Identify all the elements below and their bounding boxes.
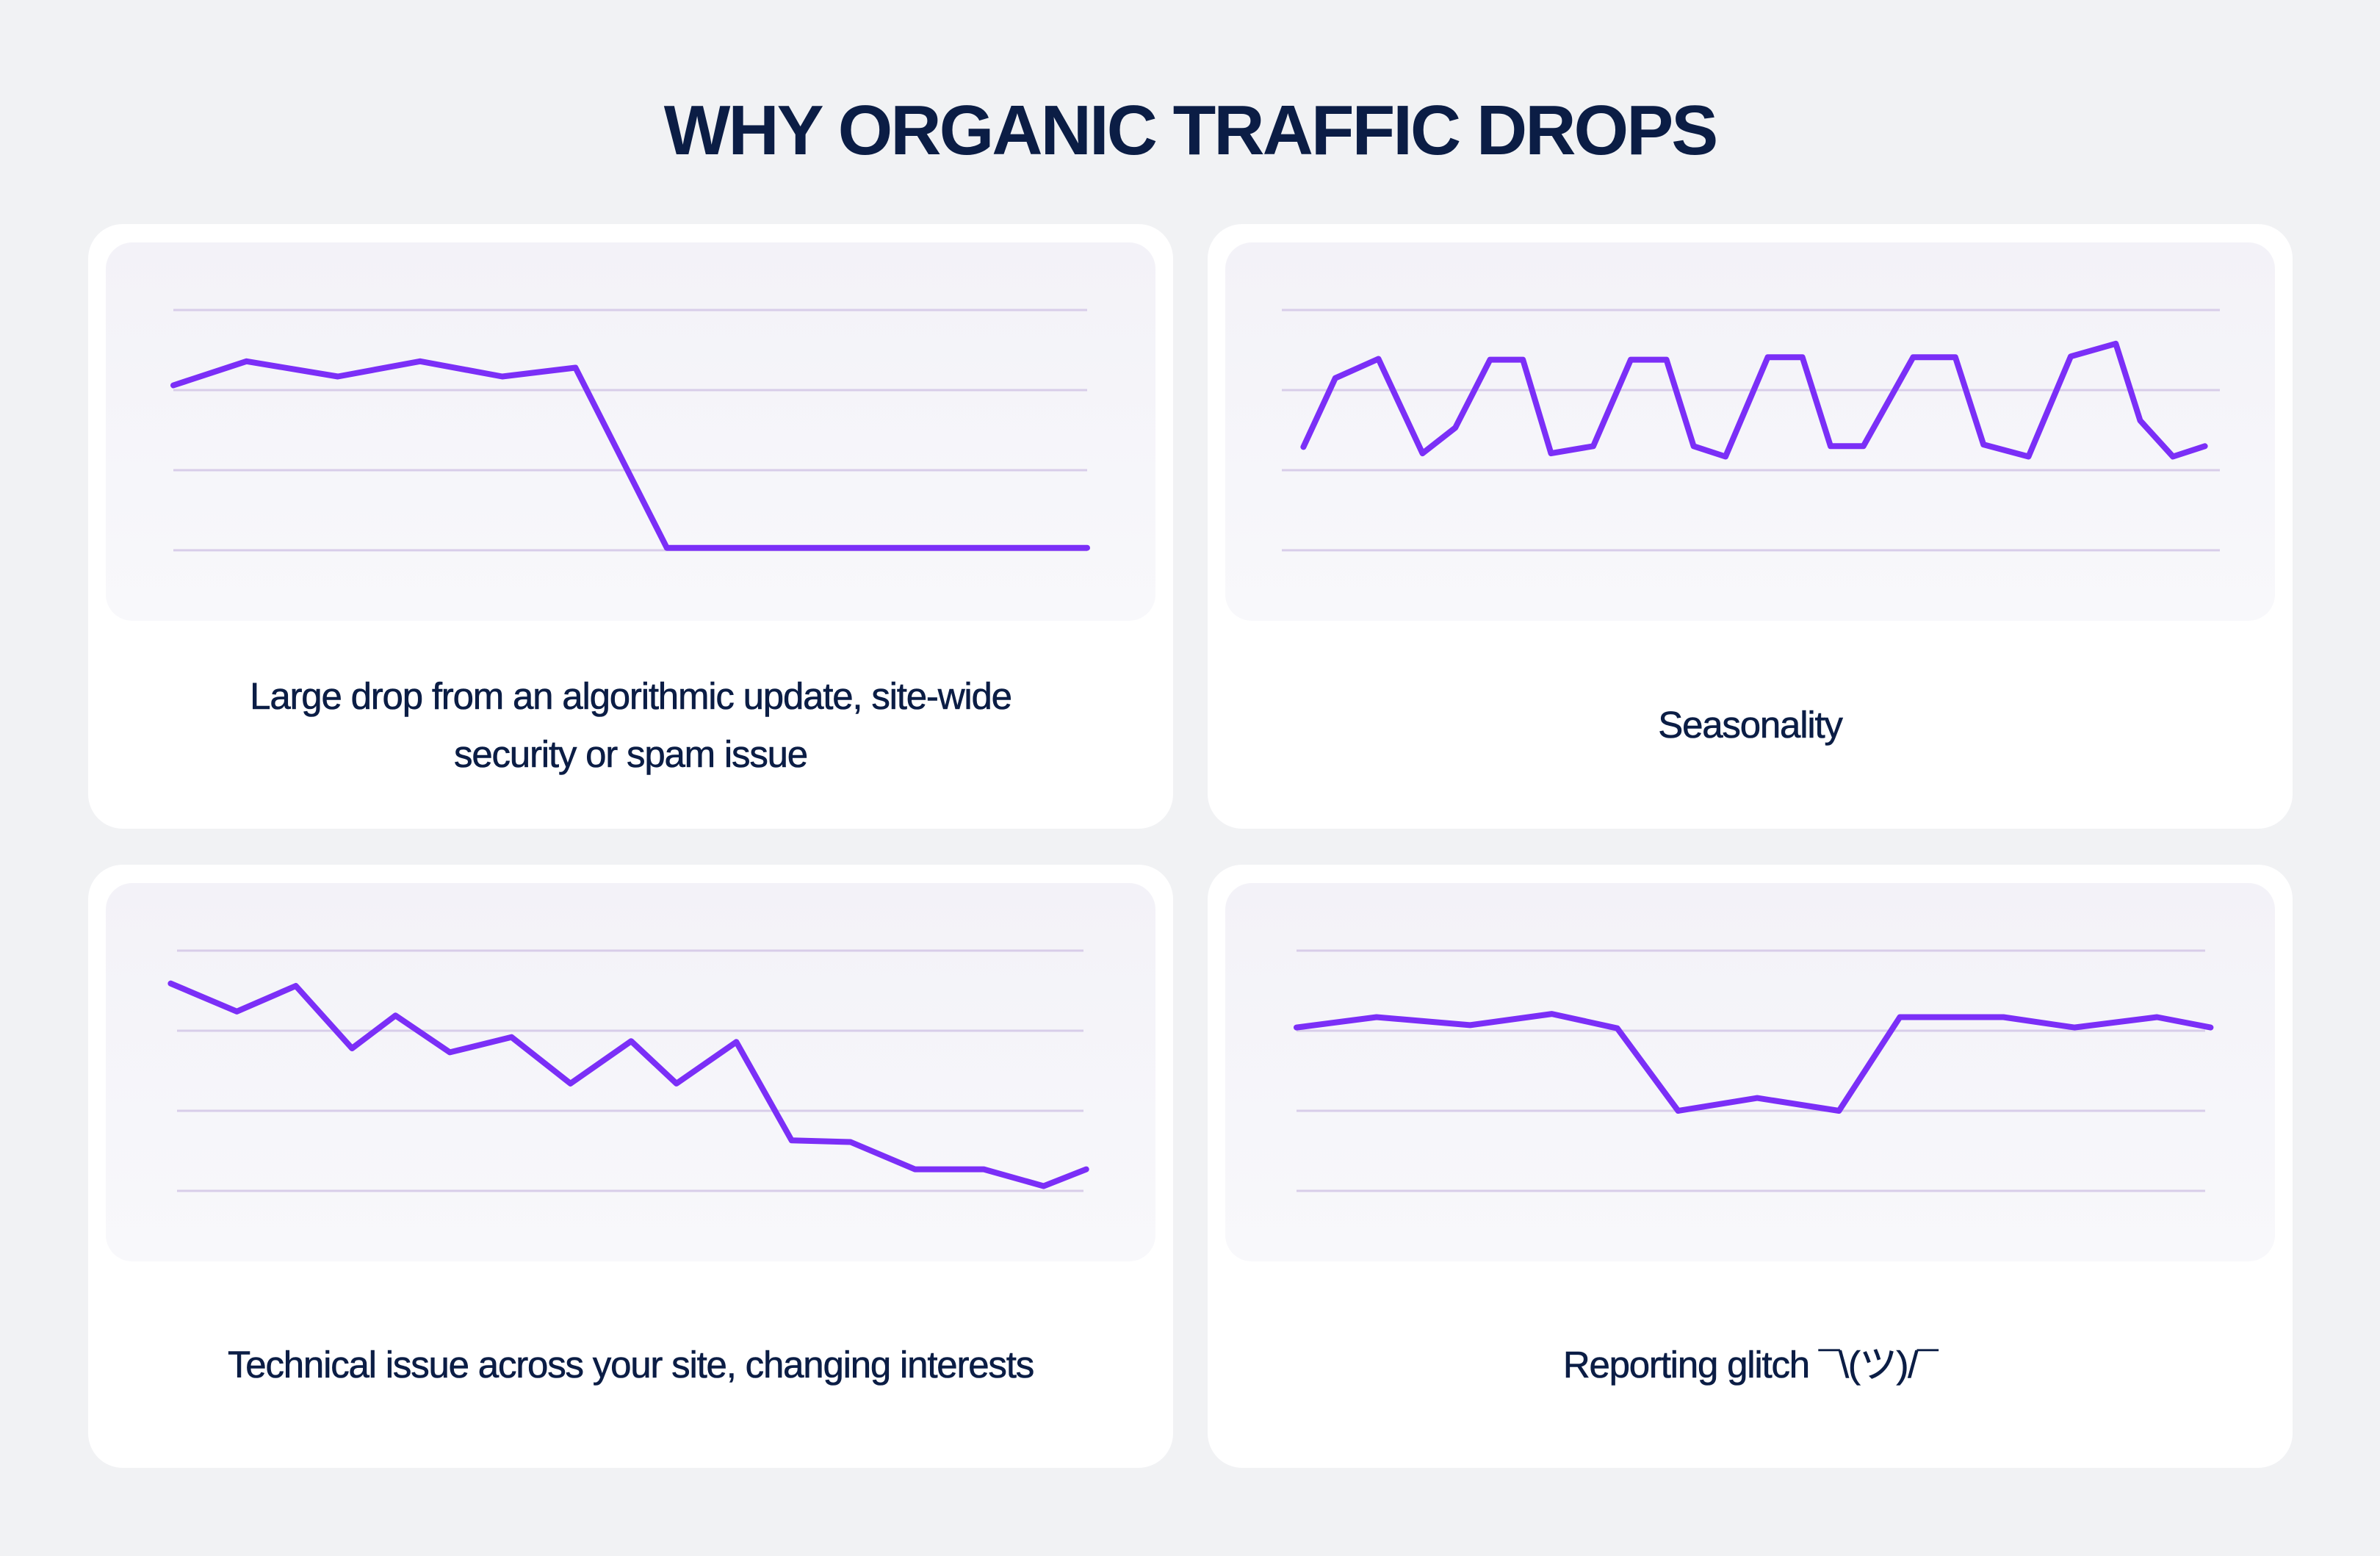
line-chart-algorithmic-drop xyxy=(170,309,1090,552)
data-point xyxy=(335,374,341,380)
data-point xyxy=(1083,1167,1089,1173)
data-point xyxy=(733,1039,739,1045)
caption-text: Seasonality xyxy=(1658,704,1843,746)
card-reporting-glitch: Reporting glitch ¯\(ツ)/¯ xyxy=(1208,865,2293,1468)
caption-text: Technical issue across your site, changi… xyxy=(227,1344,1035,1386)
data-point xyxy=(1294,1025,1299,1031)
data-point xyxy=(1676,1108,1681,1114)
data-point xyxy=(2000,1015,2006,1020)
data-point xyxy=(1549,1011,1555,1017)
card-caption: Technical issue across your site, changi… xyxy=(118,1261,1144,1468)
data-point xyxy=(572,365,578,371)
data-point xyxy=(1628,357,1634,363)
line-chart-seasonality xyxy=(1282,309,2220,552)
data-point xyxy=(1376,356,1382,362)
data-point xyxy=(1952,354,1958,360)
line-chart-technical-issue xyxy=(167,949,1089,1192)
card-caption: Seasonality xyxy=(1237,621,2263,829)
data-point xyxy=(1723,454,1728,460)
data-point xyxy=(1800,354,1806,360)
data-point xyxy=(664,545,670,551)
data-point xyxy=(912,1167,918,1173)
data-point xyxy=(1861,443,1867,449)
data-point xyxy=(848,1139,854,1145)
data-point xyxy=(349,1045,355,1051)
data-point xyxy=(1520,357,1526,363)
data-point xyxy=(1374,1015,1380,1020)
data-point xyxy=(1084,545,1090,551)
data-point xyxy=(1664,357,1670,363)
chart-panel xyxy=(106,883,1155,1261)
data-point xyxy=(1548,450,1554,456)
data-point xyxy=(981,1167,987,1173)
data-point xyxy=(2113,341,2118,347)
data-point xyxy=(500,374,505,380)
data-point xyxy=(447,1049,452,1055)
data-point xyxy=(244,359,250,364)
data-point xyxy=(1615,1026,1620,1031)
card-technical-issue: Technical issue across your site, changi… xyxy=(88,865,1173,1468)
data-point xyxy=(1897,1015,1903,1020)
data-point xyxy=(2026,454,2032,460)
page-title: WHY ORGANIC TRAFFIC DROPS xyxy=(663,91,1719,170)
caption-text: Reporting glitch ¯\(ツ)/¯ xyxy=(1562,1344,1939,1386)
data-point xyxy=(2068,353,2074,359)
data-point xyxy=(1590,443,1596,449)
data-point xyxy=(1452,425,1458,431)
data-point xyxy=(1333,375,1338,381)
series-line xyxy=(1294,1011,2214,1114)
data-point xyxy=(2170,454,2176,460)
card-caption: Large drop from an algorithmic update, s… xyxy=(118,621,1144,829)
card-algorithmic-drop: Large drop from an algorithmic update, s… xyxy=(88,224,1173,829)
data-point xyxy=(293,983,299,989)
data-point xyxy=(1467,1022,1473,1028)
data-point xyxy=(1420,450,1426,456)
chart-panel xyxy=(1225,242,2275,621)
data-point xyxy=(234,1009,239,1015)
series-line xyxy=(1300,340,2208,460)
caption-text: Large drop from an algorithmic update, s… xyxy=(250,674,1012,775)
data-point xyxy=(392,1012,398,1018)
data-point xyxy=(2154,1015,2160,1020)
data-point xyxy=(1980,442,1986,447)
data-point xyxy=(2202,443,2208,449)
data-point xyxy=(1300,444,1306,450)
data-point xyxy=(674,1081,679,1087)
data-point xyxy=(628,1038,634,1044)
data-point xyxy=(1754,1095,1760,1101)
series-line xyxy=(167,980,1089,1189)
card-seasonality: Seasonality xyxy=(1208,224,2293,829)
card-caption: Reporting glitch ¯\(ツ)/¯ xyxy=(1237,1261,2263,1468)
data-point xyxy=(789,1137,795,1143)
data-point xyxy=(2071,1025,2077,1031)
data-point xyxy=(568,1081,574,1087)
series-line xyxy=(170,358,1090,551)
data-point xyxy=(417,359,423,364)
data-point xyxy=(170,383,176,389)
data-point xyxy=(1910,354,1916,360)
data-point xyxy=(1041,1184,1047,1189)
data-point xyxy=(1691,443,1697,449)
data-point xyxy=(508,1034,514,1040)
line-chart-reporting-glitch xyxy=(1294,949,2214,1192)
data-point xyxy=(1765,354,1771,360)
chart-panel xyxy=(106,242,1155,621)
chart-panel xyxy=(1225,883,2275,1261)
data-point xyxy=(2207,1025,2213,1031)
data-point xyxy=(1828,443,1833,449)
data-point xyxy=(1488,357,1493,363)
data-point xyxy=(2138,417,2143,423)
data-point xyxy=(167,981,173,987)
data-point xyxy=(1836,1108,1842,1114)
